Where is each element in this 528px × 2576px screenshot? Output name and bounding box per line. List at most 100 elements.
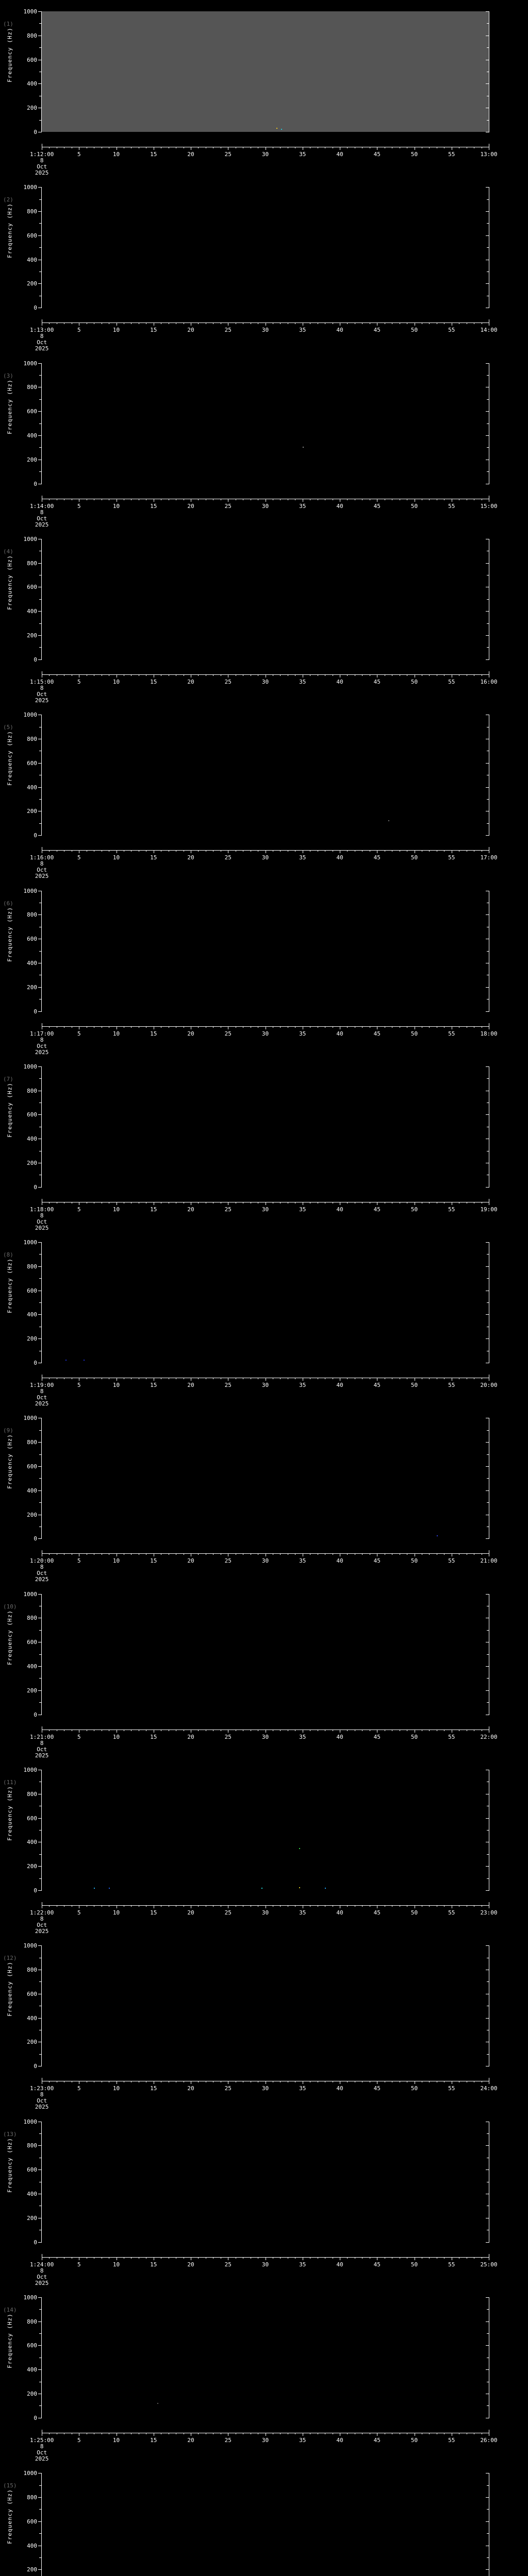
y-axis-tick-right bbox=[486, 235, 489, 236]
x-axis-start-datetime: 1:13:00 8 Oct 2025 bbox=[30, 327, 54, 352]
y-axis-tick bbox=[39, 120, 42, 121]
x-axis-tick-label: 45 bbox=[373, 854, 381, 861]
x-axis-tick-label: 20 bbox=[187, 151, 194, 158]
date-year-label: 2025 bbox=[35, 1928, 49, 1935]
y-axis-tick-right bbox=[487, 2533, 489, 2534]
y-axis-tick bbox=[38, 1187, 42, 1188]
y-axis-tick-label: 0 bbox=[34, 129, 37, 135]
detection-pixel bbox=[302, 447, 304, 448]
x-axis-tick bbox=[49, 1553, 50, 1555]
y-axis-tick-label: 800 bbox=[27, 1087, 37, 1094]
x-axis-tick-label: 35 bbox=[299, 2436, 306, 2444]
start-time-label: 1:22:00 bbox=[30, 1909, 54, 1916]
y-axis-tick-right bbox=[487, 799, 489, 800]
x-axis-tick bbox=[347, 1905, 348, 1907]
x-axis-tick-label: 15 bbox=[150, 1909, 157, 1916]
panel-index-label: (7) bbox=[3, 1075, 13, 1082]
y-axis-tick-label: 200 bbox=[27, 105, 37, 112]
y-axis-tick-right bbox=[487, 447, 489, 448]
y-axis-tick-right bbox=[487, 823, 489, 824]
x-axis-tick-label: 20 bbox=[187, 2261, 194, 2268]
x-axis-tick-label: 35 bbox=[299, 854, 306, 861]
y-axis-tick-right bbox=[487, 1302, 489, 1303]
date-day-label: 8 bbox=[40, 1388, 44, 1395]
y-axis-tick-label: 800 bbox=[27, 384, 37, 391]
x-axis-tick-label: 45 bbox=[373, 2085, 381, 2092]
y-axis-tick-label: 600 bbox=[27, 2518, 37, 2525]
x-axis-tick-label: 40 bbox=[336, 1206, 343, 1213]
date-month-label: Oct bbox=[37, 1218, 47, 1225]
x-axis-start-datetime: 1:15:00 8 Oct 2025 bbox=[30, 679, 54, 704]
y-axis-tick-label: 400 bbox=[27, 608, 37, 615]
y-axis-tick-label: 600 bbox=[27, 2166, 37, 2174]
date-month-label: Oct bbox=[37, 1042, 47, 1049]
y-axis-tick-label: 400 bbox=[27, 2014, 37, 2022]
y-axis-tick-right bbox=[486, 1866, 489, 1867]
y-axis-tick bbox=[38, 83, 42, 84]
x-axis-tick-label: 20 bbox=[187, 1557, 194, 1565]
x-axis-tick-label: 10 bbox=[112, 2436, 120, 2444]
y-axis-tick-right bbox=[486, 1314, 489, 1315]
y-axis-title: Frequency (Hz) bbox=[6, 27, 13, 82]
spectrogram-panel: (11) 0 200 400 600 800 1000 Frequency (Hz) 5 10 15… bbox=[0, 1758, 528, 1935]
y-axis-tick-right bbox=[486, 1890, 489, 1891]
date-month-label: Oct bbox=[37, 690, 47, 698]
x-axis-start-datetime: 1:22:00 8 Oct 2025 bbox=[30, 1910, 54, 1935]
x-axis-tick-label: 5 bbox=[77, 678, 81, 685]
x-axis-tick-label: 35 bbox=[299, 1557, 306, 1565]
detection-pixel bbox=[276, 127, 278, 129]
y-axis-tick bbox=[38, 435, 42, 436]
x-axis-tick-label: 25 bbox=[224, 2261, 232, 2268]
y-axis-tick-label: 200 bbox=[27, 1511, 37, 1518]
x-axis-tick-label: 45 bbox=[373, 2261, 381, 2268]
y-axis-tick-label: 1000 bbox=[23, 2470, 38, 2477]
y-axis-tick-right bbox=[486, 1066, 489, 1067]
x-axis-tick-label: 5 bbox=[77, 151, 81, 158]
x-axis-tick-label: 5 bbox=[77, 1733, 81, 1740]
x-axis-tick bbox=[198, 1378, 199, 1380]
y-axis-tick-label: 400 bbox=[27, 432, 37, 439]
x-axis-tick-label: 50 bbox=[410, 2085, 418, 2092]
panel-index-label: (12) bbox=[3, 1955, 17, 1962]
x-axis-tick-label: 15 bbox=[150, 1733, 157, 1740]
y-axis-tick bbox=[39, 1654, 42, 1655]
x-axis-tick-label: 25 bbox=[224, 327, 232, 334]
y-axis-tick bbox=[39, 1878, 42, 1879]
y-axis-tick bbox=[39, 1254, 42, 1255]
y-axis-tick-label: 200 bbox=[27, 2039, 37, 2046]
y-axis-tick bbox=[38, 1066, 42, 1067]
x-axis-tick-label: 5 bbox=[77, 854, 81, 861]
date-day-label: 8 bbox=[40, 1739, 44, 1747]
x-axis-end-time-label: 16:00 bbox=[480, 678, 498, 685]
y-axis-tick bbox=[38, 1594, 42, 1595]
date-month-label: Oct bbox=[37, 1570, 47, 1577]
y-axis-tick-right bbox=[487, 951, 489, 952]
x-axis-tick bbox=[347, 2081, 348, 2083]
x-axis-tick-label: 25 bbox=[224, 1557, 232, 1565]
y-axis-tick-label: 0 bbox=[34, 1183, 37, 1191]
y-axis-tick-right bbox=[486, 2242, 489, 2243]
x-axis-tick bbox=[198, 2257, 199, 2259]
x-axis-tick bbox=[347, 1201, 348, 1204]
x-axis-tick bbox=[49, 323, 50, 325]
y-axis-title: Frequency (Hz) bbox=[6, 1434, 13, 1489]
x-axis-tick-label: 20 bbox=[187, 1382, 194, 1389]
x-axis-tick-label: 15 bbox=[150, 1557, 157, 1565]
y-axis-tick bbox=[39, 2333, 42, 2334]
y-axis-tick-right bbox=[486, 2018, 489, 2019]
y-axis-tick-label: 800 bbox=[27, 2318, 37, 2325]
date-month-label: Oct bbox=[37, 867, 47, 874]
date-year-label: 2025 bbox=[35, 697, 49, 704]
spectrogram-panel: (2) 0 200 400 600 800 1000 Frequency (Hz) 5 10 15 2… bbox=[0, 176, 528, 352]
x-axis-tick-label: 30 bbox=[261, 678, 269, 685]
y-axis-tick-label: 1000 bbox=[23, 8, 38, 15]
x-axis-tick-label: 15 bbox=[150, 1030, 157, 1037]
y-axis-tick bbox=[39, 823, 42, 824]
x-axis-tick-label: 55 bbox=[448, 1030, 455, 1037]
x-axis-tick-label: 5 bbox=[77, 2261, 81, 2268]
y-axis-tick-label: 0 bbox=[34, 656, 37, 663]
y-axis-tick-right bbox=[487, 1654, 489, 1655]
spectrogram-panel: (6) 0 200 400 600 800 1000 Frequency (Hz) 5 10 15 2… bbox=[0, 879, 528, 1055]
y-axis-tick-right bbox=[487, 399, 489, 400]
x-axis-tick bbox=[429, 1378, 430, 1380]
